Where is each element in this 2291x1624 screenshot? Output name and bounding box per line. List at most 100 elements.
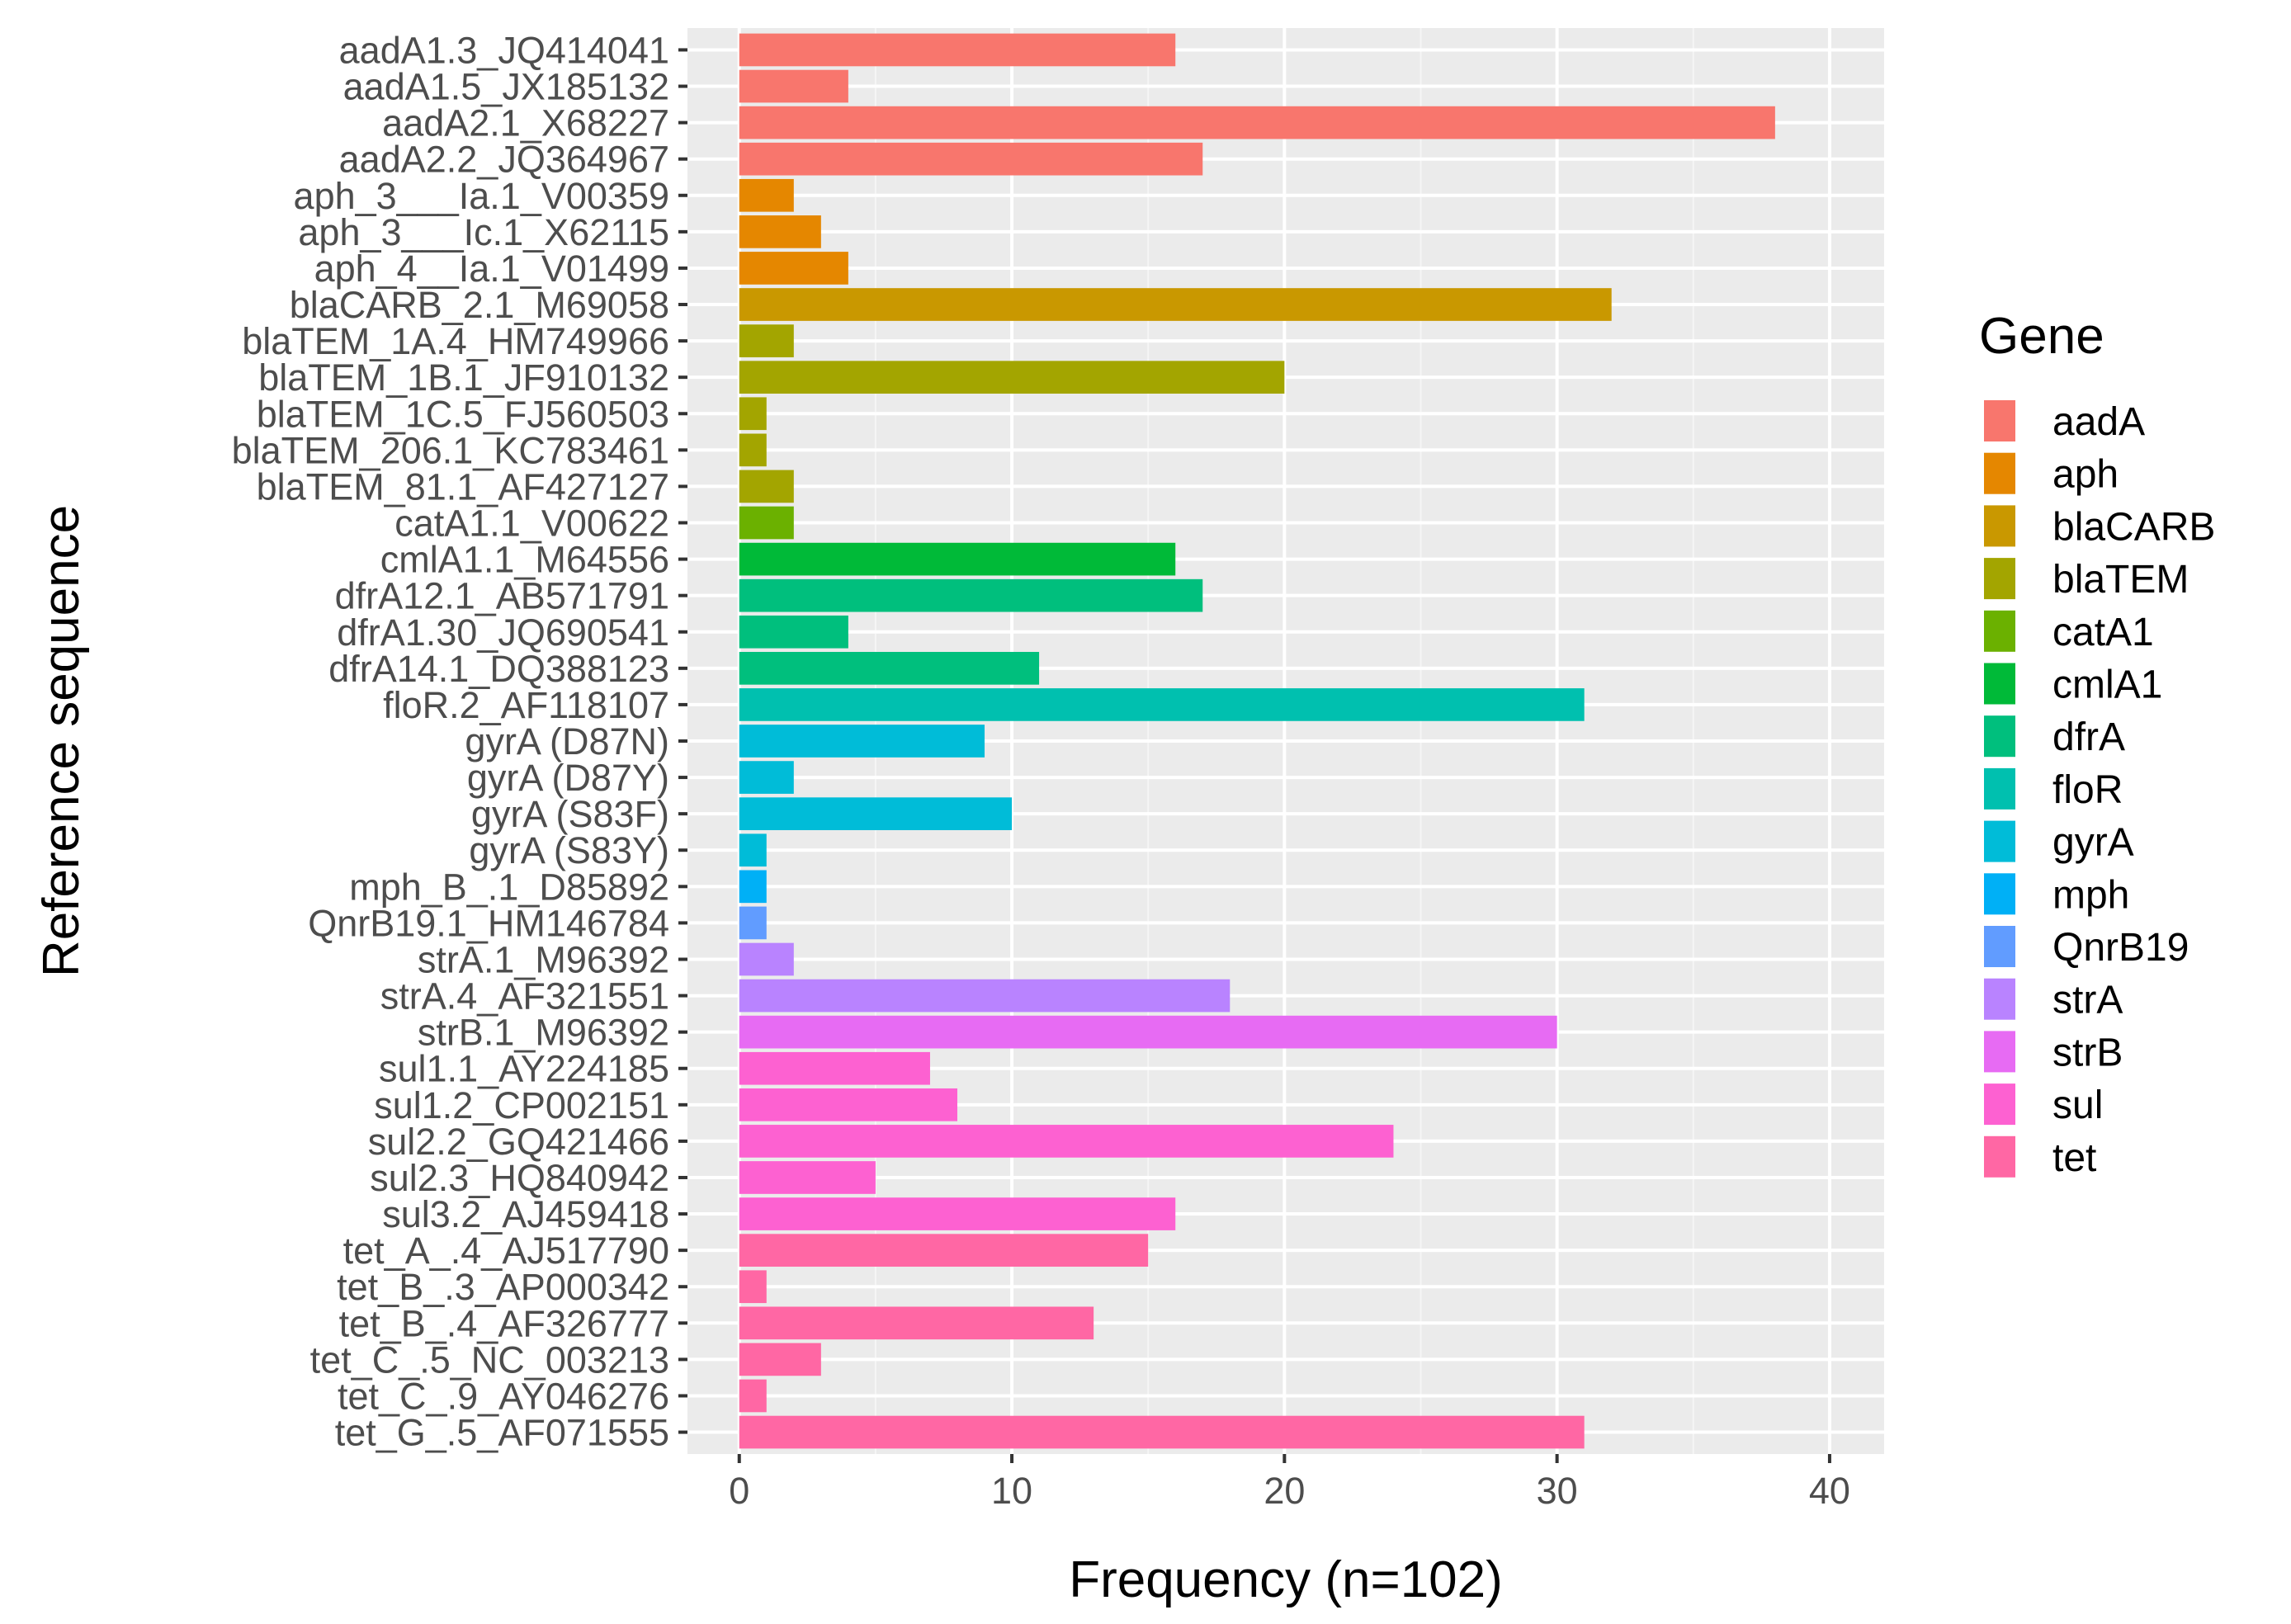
y-tick-label: aadA1.5_JX185132 [343,66,669,108]
y-tick-label: sul1.1_AY224185 [379,1048,669,1090]
bar [739,979,1231,1013]
y-tick-label: gyrA (S83F) [471,793,669,835]
y-tick-label: blaTEM_81.1_AF427127 [257,465,669,508]
y-tick-label: tet_B_.4_AF326777 [339,1302,669,1344]
bar [739,1015,1557,1049]
y-tick-label: dfrA14.1_DQ388123 [328,648,669,690]
legend-key [1984,1083,2015,1126]
y-tick-label: sul2.2_GQ421466 [368,1121,669,1163]
x-tick-label: 0 [729,1470,749,1512]
legend-key [1984,1031,2015,1073]
y-tick-label: aadA2.2_JQ364967 [339,139,669,181]
y-tick-label: tet_C_.9_AY046276 [338,1375,669,1417]
bar [739,506,794,540]
grid-lines [687,28,1884,1454]
y-tick-label: blaTEM_1A.4_HM749966 [242,320,669,362]
legend-label: strA [2052,979,2123,1022]
bar [739,252,848,285]
bar [739,1234,1149,1267]
bar [739,470,794,503]
y-tick-label: tet_C_.5_NC_003213 [310,1338,669,1381]
y-tick-label: sul3.2_AJ459418 [382,1193,669,1235]
y-tick-label: aadA1.3_JQ414041 [339,29,669,71]
bar [739,652,1040,685]
legend-key [1984,663,2015,705]
legend-key [1984,505,2015,547]
legend-key [1984,926,2015,967]
y-axis-title: Reference sequence [33,505,90,977]
bar [739,397,767,431]
legend-label: dfrA [2052,715,2125,759]
bar [739,288,1612,321]
legend-label: blaCARB [2052,505,2215,549]
bar [739,1379,767,1413]
y-tick-label: catA1.1_V00622 [394,503,669,545]
bar [739,1306,1094,1340]
legend-key [1984,558,2015,600]
y-tick-label: sul1.2_CP002151 [374,1084,669,1126]
bar [739,1343,821,1376]
legend-title: Gene [1979,308,2104,365]
legend-label: mph [2052,873,2129,917]
bar [739,578,1203,612]
bar [739,1051,930,1085]
y-axis: aadA1.3_JQ414041aadA1.5_JX185132aadA2.1_… [232,29,687,1454]
y-tick-label: tet_A_.4_AJ517790 [343,1230,669,1272]
legend-label: gyrA [2052,821,2134,865]
bar [739,615,848,649]
x-tick-label: 20 [1264,1470,1305,1512]
bar [739,106,1775,139]
y-tick-label: strA.4_AF321551 [380,975,669,1017]
bar [739,833,767,867]
bars [739,33,1775,1449]
y-tick-label: tet_B_.3_AP000342 [337,1266,669,1308]
bar [739,178,794,212]
x-tick-label: 40 [1809,1470,1850,1512]
y-tick-label: blaTEM_1C.5_FJ560503 [257,393,669,435]
legend-label: sul [2052,1083,2103,1127]
bar [739,69,848,103]
y-tick-label: aph_3___Ic.1_X62115 [298,211,669,253]
legend-key [1984,1135,2015,1178]
legend-key [1984,820,2015,862]
x-axis: 0 10 20 30 40 [729,1454,1850,1512]
x-tick-label: 30 [1537,1470,1578,1512]
legend-key [1984,715,2015,758]
bar [739,1197,1176,1230]
bar [739,33,1176,67]
bar [739,433,767,467]
y-tick-label: gyrA (D87Y) [467,757,669,799]
y-tick-label: strA.1_M96392 [418,938,669,980]
y-tick-label: strB.1_M96392 [418,1012,669,1054]
y-tick-label: blaTEM_1B.1_JF910132 [258,356,669,399]
legend-label: QnrB19 [2052,926,2189,970]
y-tick-label: mph_B_.1_D85892 [349,866,669,908]
legend-label: catA1 [2052,611,2154,654]
bar [739,870,767,904]
legend-key [1984,400,2015,441]
y-tick-label: gyrA (D87N) [465,720,669,762]
bar [739,1125,1394,1158]
bar [739,797,1013,830]
bar [739,1415,1585,1449]
y-tick-label: QnrB19.1_HM146784 [308,902,669,944]
legend-key [1984,767,2015,810]
bar [739,361,1285,394]
legend-key [1984,452,2015,494]
bar [739,1088,957,1121]
legend-label: aadA [2052,400,2145,444]
bar [739,1270,767,1304]
legend-label: blaTEM [2052,558,2189,602]
bar [739,761,794,794]
y-tick-label: gyrA (S83Y) [469,829,669,871]
y-tick-label: dfrA12.1_AB571791 [335,575,669,617]
bar [739,688,1585,721]
y-tick-label: floR.2_AF118107 [383,684,669,726]
legend-key [1984,610,2015,652]
legend-key [1984,873,2015,915]
legend-key [1984,978,2015,1020]
bar [739,542,1176,576]
y-tick-label: dfrA1.30_JQ690541 [337,611,669,654]
legend-label: floR [2052,768,2123,812]
